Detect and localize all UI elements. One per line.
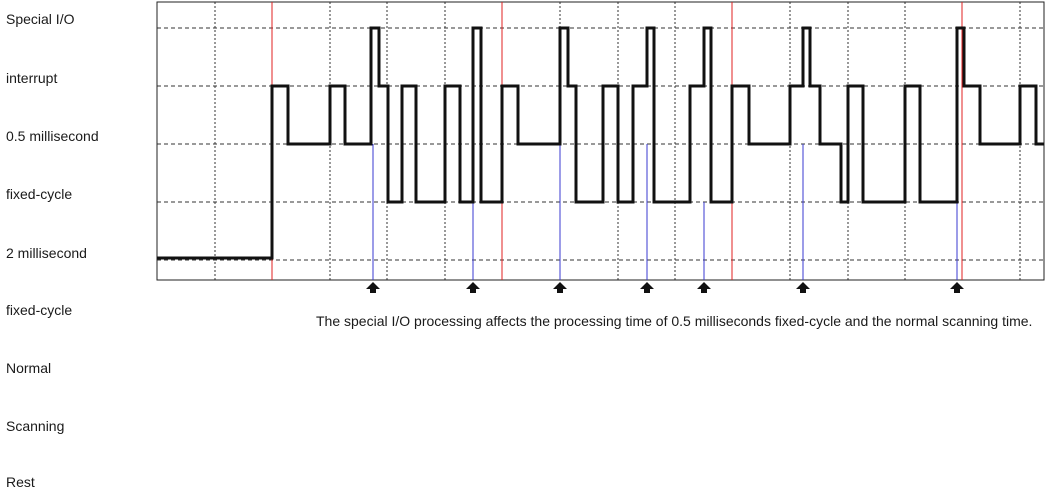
- up-arrow-icon: [796, 282, 810, 293]
- interrupt-markers-blue: [372, 144, 958, 280]
- grid-lines: [157, 2, 1044, 280]
- diagram-caption: The special I/O processing affects the p…: [316, 313, 1033, 329]
- up-arrow-icon: [640, 282, 654, 293]
- label-5: fixed-cycle: [6, 302, 73, 318]
- up-arrow-icon: [366, 282, 380, 293]
- label-7: Scanning: [6, 418, 65, 434]
- label-0: Special I/O: [6, 11, 75, 27]
- label-8: Rest: [6, 474, 35, 490]
- up-arrow-icon: [950, 282, 964, 293]
- arrow-markers: [366, 282, 964, 293]
- up-arrow-icon: [553, 282, 567, 293]
- label-6: Normal: [6, 360, 52, 376]
- label-3: fixed-cycle: [6, 186, 73, 202]
- label-4: 2 millisecond: [6, 245, 87, 261]
- label-2: 0.5 millisecond: [6, 128, 99, 144]
- up-arrow-icon: [697, 282, 711, 293]
- execution-trace: [157, 26, 1044, 260]
- plot-frame: [156, 1, 1045, 281]
- label-1: interrupt: [6, 70, 58, 86]
- up-arrow-icon: [466, 282, 480, 293]
